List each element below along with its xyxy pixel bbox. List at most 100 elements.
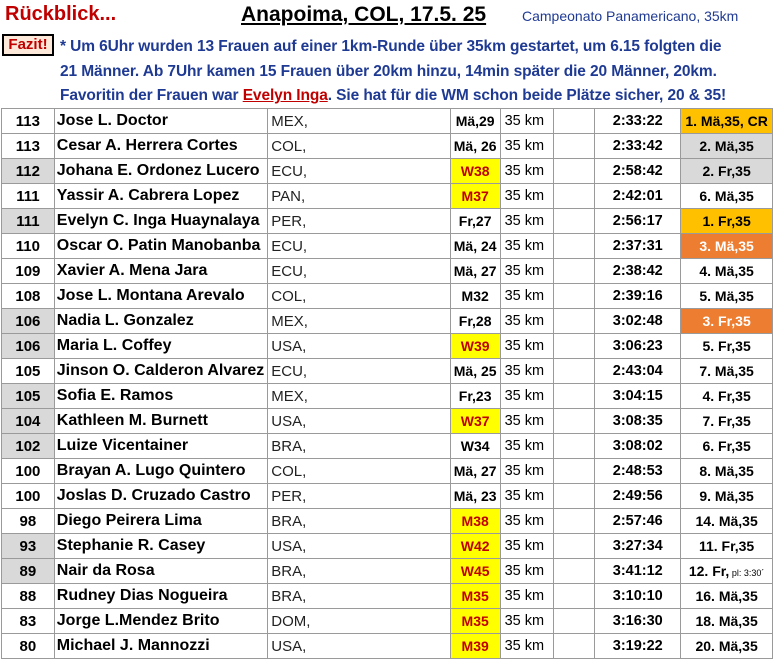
finish-time-text: 3:41:12 [612,563,663,579]
distance-text: 35 km [504,238,545,254]
empty-cell [552,283,596,309]
table-row: 83 Jorge L.Mendez Brito DOM, M35 35 km 3:16:3… [1,608,773,634]
distance-cell: 35 km [499,558,554,584]
table-row: 108 Jose L. Montana Arevalo COL, M32 35 km 2:… [1,283,773,309]
distance-cell: 35 km [499,308,554,334]
age-class-cell: Fr,28 [449,308,501,334]
distance-cell: 35 km [499,333,554,359]
fazit-line-2: 21 Männer. Ab 7Uhr kamen 15 Frauen über … [60,62,717,80]
nation-text: BRA, [271,437,307,455]
athlete-name-cell: Maria L. Coffey [53,333,269,359]
points-text: 83 [19,612,37,630]
nation-cell: ECU, [267,258,451,284]
nation-cell: BRA, [267,558,451,584]
distance-text: 35 km [504,638,545,654]
placement-text: 2. Mä,35 [699,138,754,154]
athlete-name-text: Evelyn C. Inga Huaynalaya [56,212,260,229]
distance-text: 35 km [504,138,545,154]
athlete-name-cell: Oscar O. Patin Manobanba [53,233,269,259]
placement-cell: 18. Mä,35 [680,608,773,634]
distance-cell: 35 km [499,383,554,409]
finish-time-text: 2:57:46 [612,513,663,529]
finish-time-cell: 2:48:53 [594,458,682,484]
nation-text: ECU, [271,162,308,180]
finish-time-text: 2:33:22 [612,113,663,129]
points-cell: 111 [1,208,55,234]
table-row: 89 Nair da Rosa BRA, W45 35 km 3:41:12 12. Fr,… [1,558,773,584]
nation-cell: COL, [267,283,451,309]
nation-text: BRA, [271,587,307,605]
nation-cell: MEX, [267,383,451,409]
age-class-cell: Mä, 27 [449,458,501,484]
empty-cell [552,208,596,234]
nation-cell: ECU, [267,358,451,384]
nation-text: USA, [271,537,307,555]
points-text: 98 [19,512,37,530]
athlete-name-cell: Cesar A. Herrera Cortes [53,133,269,159]
distance-cell: 35 km [499,233,554,259]
nation-text: BRA, [271,512,307,530]
athlete-name-text: Johana E. Ordonez Lucero [56,162,260,179]
table-row: 102 Luize Vicentainer BRA, W34 35 km 3:08:02 6… [1,433,773,459]
age-class-cell: Fr,27 [449,208,501,234]
nation-text: USA, [271,637,307,655]
age-class-text: Mä, 27 [453,463,497,479]
points-cell: 106 [1,308,55,334]
table-row: 93 Stephanie R. Casey USA, W42 35 km 3:27:34 1… [1,533,773,559]
table-row: 105 Jinson O. Calderon Alvarez ECU, Mä, 25 3… [1,358,773,384]
athlete-name-text: Kathleen M. Burnett [56,412,208,429]
age-class-cell: M37 [449,183,501,209]
finish-time-cell: 3:19:22 [594,633,682,659]
finish-time-text: 2:56:17 [612,213,663,229]
nation-cell: USA, [267,408,451,434]
athlete-name-text: Jose L. Montana Arevalo [56,287,245,304]
points-text: 106 [15,337,41,355]
age-class-cell: M32 [449,283,501,309]
placement-cell: 16. Mä,35 [680,583,773,609]
placement-cell: 3. Fr,35 [680,308,773,334]
placement-text: 7. Mä,35 [699,363,754,379]
athlete-name-text: Luize Vicentainer [56,437,189,454]
finish-time-cell: 2:37:31 [594,233,682,259]
distance-text: 35 km [504,513,545,529]
finish-time-cell: 3:08:02 [594,433,682,459]
favorite-athlete-link[interactable]: Evelyn Inga [242,87,328,104]
table-row: 113 Jose L. Doctor MEX, Mä,29 35 km 2:33:22 1.… [1,108,773,134]
finish-time-cell: 2:39:16 [594,283,682,309]
distance-text: 35 km [504,213,545,229]
points-cell: 111 [1,183,55,209]
distance-cell: 35 km [499,483,554,509]
finish-time-cell: 2:49:56 [594,483,682,509]
distance-text: 35 km [504,613,545,629]
empty-cell [552,558,596,584]
fazit-line-3: Favoritin der Frauen war Evelyn Inga. Si… [60,84,770,109]
fazit-line-1: * Um 6Uhr wurden 13 Frauen auf einer 1km… [60,38,722,55]
athlete-name-cell: Michael J. Mannozzi [53,633,269,659]
age-class-text: Fr,23 [458,388,492,404]
finish-time-text: 3:04:15 [612,388,663,404]
points-text: 112 [15,162,40,180]
table-row: 111 Yassir A. Cabrera Lopez PAN, M37 35 km 2:… [1,183,773,209]
placement-text: 6. Mä,35 [699,188,754,204]
nation-cell: ECU, [267,158,451,184]
table-row: 98 Diego Peirera Lima BRA, M38 35 km 2:57:46 1… [1,508,773,534]
age-class-cell: M35 [449,608,501,634]
distance-text: 35 km [504,338,545,354]
athlete-name-cell: Diego Peirera Lima [53,508,269,534]
points-cell: 106 [1,333,55,359]
age-class-text: Fr,27 [458,213,492,229]
placement-cell: 7. Mä,35 [680,358,773,384]
placement-text: 3. Mä,35 [699,238,754,254]
nation-cell: PER, [267,208,451,234]
placement-text: 14. Mä,35 [695,513,758,529]
distance-cell: 35 km [499,133,554,159]
age-class-cell: W37 [449,408,501,434]
nation-text: COL, [271,462,307,480]
age-class-cell: Fr,23 [449,383,501,409]
finish-time-cell: 3:27:34 [594,533,682,559]
age-class-text: Mä,29 [455,113,495,129]
placement-text: 16. Mä,35 [695,588,758,604]
results-table: 113 Jose L. Doctor MEX, Mä,29 35 km 2:33:22 1.… [1,108,773,659]
points-cell: 109 [1,258,55,284]
nation-cell: USA, [267,633,451,659]
